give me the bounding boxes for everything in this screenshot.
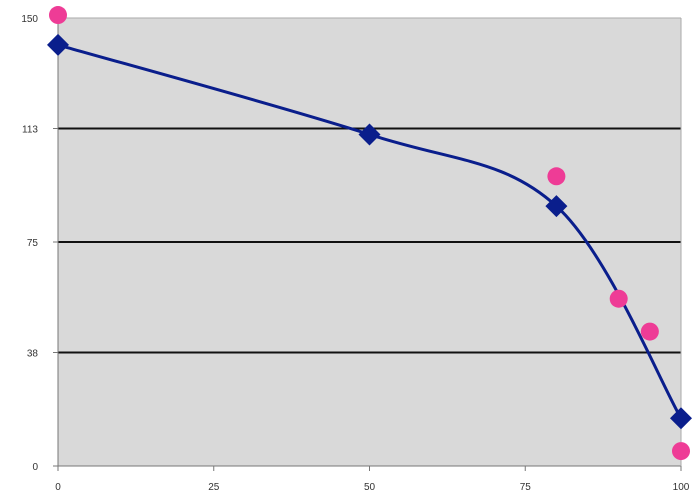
y-tick-label: 0 [32, 462, 38, 473]
series-markers [47, 6, 692, 461]
x-tick-labels: 0 25 50 75 100 [55, 466, 690, 493]
diamond-marker [358, 123, 381, 146]
circle-marker [609, 289, 628, 308]
diamond-marker [47, 33, 69, 56]
x-tick-label: 50 [364, 482, 376, 493]
y-tick-label: 38 [27, 349, 39, 360]
diamond-marker [670, 407, 692, 430]
x-tick-label: 100 [673, 482, 690, 493]
circle-marker [672, 442, 690, 461]
y-tick-label: 113 [22, 125, 38, 136]
x-tick-label: 75 [520, 482, 532, 493]
circle-marker [49, 6, 67, 25]
circle-marker [547, 167, 566, 186]
series-line [57, 43, 683, 419]
series-lines [57, 43, 683, 419]
x-tick-label: 0 [55, 482, 61, 493]
diamond-marker [545, 195, 568, 218]
circle-marker [640, 322, 659, 341]
x-tick-label: 25 [208, 482, 220, 493]
y-tick-label: 150 [21, 14, 38, 25]
y-tick-labels: 0 38 75 113 150 [21, 14, 58, 473]
y-tick-label: 75 [27, 238, 39, 249]
